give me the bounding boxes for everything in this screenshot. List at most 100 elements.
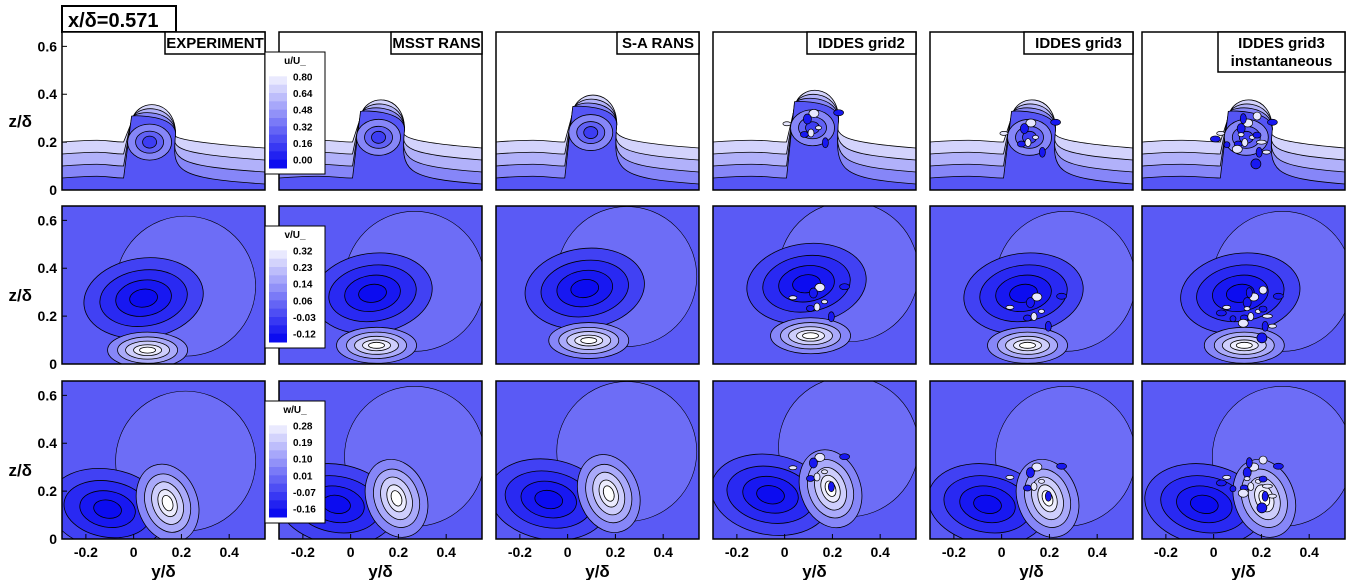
colorbar-swatch: [269, 151, 287, 161]
colorbar-swatch: [269, 292, 287, 301]
y-tick-label: 0.2: [38, 483, 58, 499]
x-tick-label: 0.4: [436, 544, 456, 560]
x-axis-col-1: -0.2 0 0.2 0.4 y/δ: [74, 534, 239, 580]
x-tick-label: 0.4: [219, 544, 239, 560]
column-title-text: IDDES grid3: [1035, 35, 1122, 52]
colorbar-tick-label: 0.32: [293, 246, 313, 257]
y-tick-label: 0.6: [38, 212, 58, 228]
colorbar-tick-label: 0.64: [293, 89, 313, 100]
colorbar-title: u/U_: [284, 56, 306, 67]
x-axis-col-2: -0.2 0 0.2 0.4 y/δ: [291, 534, 456, 580]
colorbar-legend-row-1: u/U_ 0.80 0.64 0.48 0.32 0.16 0.00: [264, 51, 326, 175]
colorbar-swatch: [269, 275, 287, 285]
x-axis-col-5: -0.2 0 0.2 0.4 y/δ: [942, 534, 1107, 580]
contour-panel-r3-c6: [1141, 380, 1346, 540]
colorbar-tick-label: 0.00: [293, 156, 313, 167]
x-tick-label: -0.2: [1154, 544, 1178, 560]
contour-panel-r3-c3: [495, 380, 700, 540]
colorbar-swatch: [269, 101, 287, 111]
column-title-1: EXPERIMENT: [164, 31, 266, 55]
colorbar-tick-label: -0.16: [293, 505, 316, 516]
x-tick-label: -0.2: [74, 544, 98, 560]
contour-panel-r3-c1: [61, 380, 266, 540]
x-tick-label: 0: [998, 544, 1006, 560]
panel-grid: EXPERIMENT MSST RANS S-A RANS IDDES grid2 ID…: [61, 31, 1346, 540]
colorbar-tick-label: -0.07: [293, 488, 316, 499]
contour-panel-r1-c5: IDDES grid3: [929, 31, 1134, 191]
axes-group: 0 0.2 0.4 0.6 z/δ 0 0.2 0.4 0.6 z/δ 0 0.2 0.4 0.6 z/δ -…: [8, 38, 1319, 580]
colorbar-swatch: [269, 325, 287, 335]
x-axis-label: y/δ: [802, 562, 827, 580]
colorbar-swatch: [269, 76, 287, 86]
colorbar-title: w/U_: [282, 405, 307, 416]
x-tick-label: 0: [347, 544, 355, 560]
y-axis-row-3: 0 0.2 0.4 0.6 z/δ: [8, 387, 67, 547]
y-tick-label: 0: [49, 356, 57, 372]
colorbar-tick-label: -0.12: [293, 330, 316, 341]
colorbar-swatch: [269, 250, 287, 260]
colorbar-tick-label: 0.06: [293, 296, 313, 307]
colorbar-tick-label: 0.16: [293, 139, 313, 150]
colorbar-tick-label: 0.01: [293, 471, 313, 482]
x-tick-label: 0: [564, 544, 572, 560]
colorbar-swatch: [269, 433, 287, 443]
y-axis-label: z/δ: [8, 286, 32, 305]
colorbar-swatch: [269, 283, 287, 293]
x-tick-label: 0: [781, 544, 789, 560]
colorbar-tick-label: -0.03: [293, 313, 316, 324]
column-title-4: IDDES grid2: [806, 31, 917, 55]
x-tick-label: -0.2: [508, 544, 532, 560]
colorbar-swatch: [269, 242, 287, 251]
column-title-3: S-A RANS: [616, 31, 700, 55]
y-axis-row-1: 0 0.2 0.4 0.6 z/δ: [8, 38, 67, 198]
colorbar-swatch: [269, 450, 287, 460]
colorbar-swatch: [269, 458, 287, 468]
colorbar-swatch: [269, 109, 287, 119]
colorbar-swatch: [269, 442, 287, 451]
x-axis-label: y/δ: [585, 562, 610, 580]
x-tick-label: -0.2: [942, 544, 966, 560]
x-axis-col-6: -0.2 0 0.2 0.4 y/δ: [1154, 534, 1319, 580]
y-tick-label: 0.4: [38, 260, 58, 276]
colorbar-tick-label: 0.23: [293, 263, 313, 274]
x-tick-label: 0: [1210, 544, 1218, 560]
contour-panel-r2-c4: [712, 205, 917, 365]
colorbar-tick-label: 0.28: [293, 421, 313, 432]
panel-frame: [495, 31, 700, 191]
x-tick-label: 0.2: [1040, 544, 1060, 560]
x-tick-label: -0.2: [291, 544, 315, 560]
panel-frame: [495, 380, 700, 540]
y-tick-label: 0: [49, 182, 57, 198]
colorbar-swatch: [269, 126, 287, 136]
x-tick-label: 0.4: [870, 544, 890, 560]
colorbar-swatch: [269, 143, 287, 152]
x-axis-label: y/δ: [368, 562, 393, 580]
x-axis-col-3: -0.2 0 0.2 0.4 y/δ: [508, 534, 673, 580]
panel-frame: [929, 205, 1134, 365]
colorbar-tick-label: 0.80: [293, 72, 313, 83]
x-axis-col-4: -0.2 0 0.2 0.4 y/δ: [725, 534, 890, 580]
contour-panel-r3-c5: [929, 380, 1134, 540]
x-axis-label: y/δ: [1231, 562, 1256, 580]
colorbar-swatch: [269, 308, 287, 318]
contour-panel-r2-c1: [61, 205, 266, 365]
colorbar-swatch: [269, 475, 287, 485]
x-tick-label: 0.2: [389, 544, 409, 560]
x-tick-label: 0: [130, 544, 138, 560]
contour-panel-r1-c4: IDDES grid2: [712, 31, 917, 191]
colorbar-tick-label: 0.48: [293, 106, 313, 117]
colorbar-tick-label: 0.19: [293, 438, 313, 449]
x-tick-label: 0.2: [823, 544, 843, 560]
x-tick-label: 0.2: [606, 544, 626, 560]
column-title-text: EXPERIMENT: [166, 35, 264, 52]
x-tick-label: 0.4: [1087, 544, 1107, 560]
colorbar-swatch: [269, 118, 287, 127]
colorbar-swatch: [269, 93, 287, 102]
colorbar-swatch: [269, 483, 287, 493]
colorbar-tick-label: 0.14: [293, 280, 313, 291]
panel-frame: [712, 205, 917, 365]
panel-frame: [1141, 380, 1346, 540]
y-tick-label: 0.4: [38, 435, 58, 451]
